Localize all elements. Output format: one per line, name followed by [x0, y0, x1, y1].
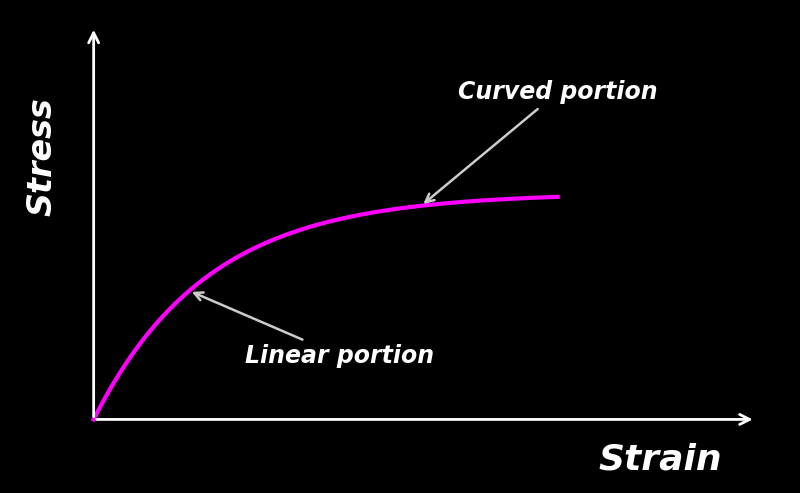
Text: Strain: Strain: [598, 443, 722, 477]
Text: Stress: Stress: [26, 97, 59, 216]
Text: Curved portion: Curved portion: [426, 80, 658, 202]
Text: Linear portion: Linear portion: [194, 292, 434, 367]
